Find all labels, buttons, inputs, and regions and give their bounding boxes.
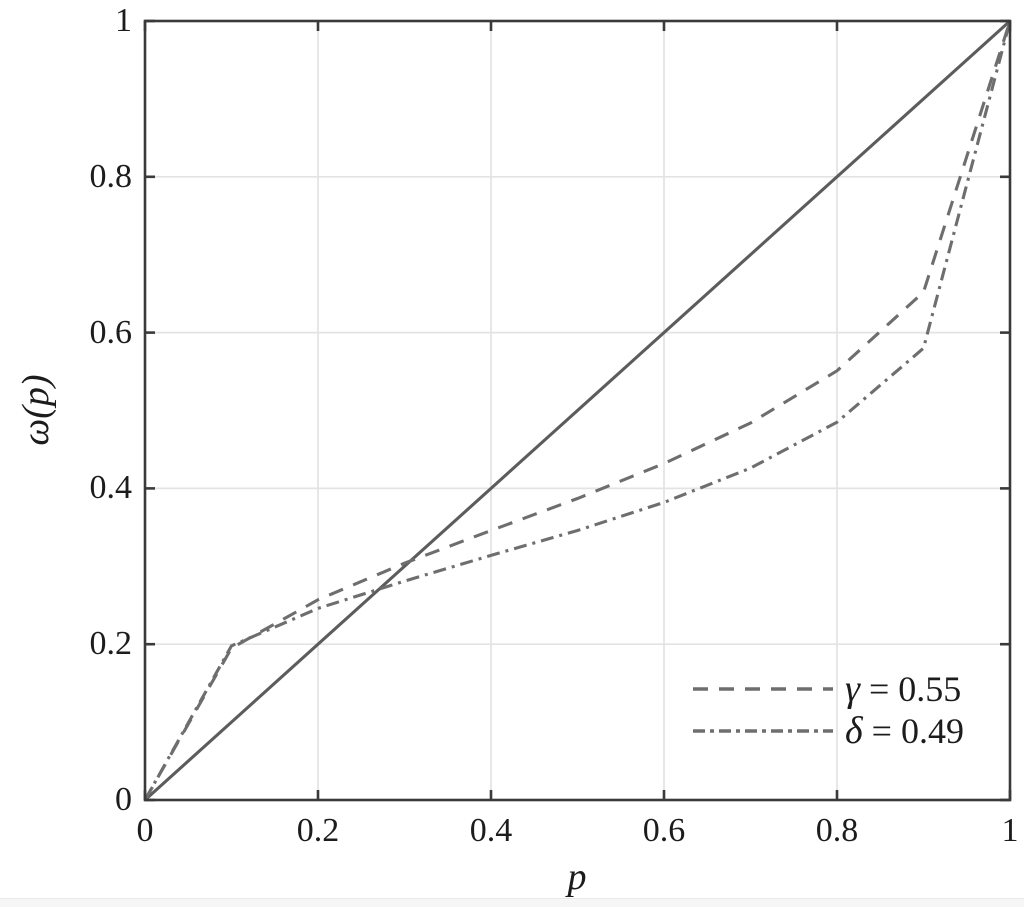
y-tick-label: 0.8 (89, 157, 133, 195)
y-tick-label: 0.2 (89, 625, 133, 663)
legend-label-gamma: γ = 0.55 (845, 670, 961, 708)
x-axis-label: p (567, 856, 587, 898)
x-tick-label: 0.2 (296, 812, 340, 849)
dashed-line-icon (693, 687, 833, 691)
gamma-symbol: γ (845, 668, 860, 710)
y-tick-label: 0 (115, 781, 132, 818)
legend-entry-gamma: γ = 0.55 (693, 668, 964, 710)
y-tick-label: 0.4 (89, 469, 133, 507)
y-tick-label: 0.6 (89, 313, 133, 351)
axes-box (143, 19, 1012, 802)
legend-label-delta: δ = 0.49 (845, 712, 964, 750)
series-identity-line (143, 19, 1012, 802)
series-weighting-gamma (143, 20, 1012, 801)
series-weighting-delta (143, 20, 1012, 801)
dashdot-line-icon (693, 729, 833, 733)
delta-symbol: δ (845, 710, 863, 752)
x-tick-label: 0.6 (642, 812, 686, 849)
window-bottom-strip (0, 898, 1024, 907)
legend-entry-delta: δ = 0.49 (693, 710, 964, 752)
y-tick-label: 1 (115, 2, 132, 39)
x-tick-label: 0 (136, 812, 154, 849)
x-tick-label: 0.8 (815, 812, 859, 849)
delta-value: = 0.49 (871, 711, 964, 751)
y-axis-label: ω(p) (15, 374, 57, 446)
gamma-value: = 0.55 (868, 669, 962, 709)
legend: γ = 0.55 δ = 0.49 (693, 668, 964, 752)
x-tick-label: 1 (1001, 812, 1019, 849)
x-tick-label: 0.4 (469, 812, 513, 849)
